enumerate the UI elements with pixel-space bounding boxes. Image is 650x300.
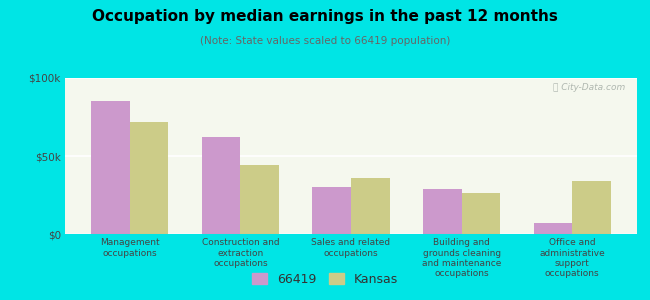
Bar	[91, 101, 130, 234]
Bar	[312, 187, 351, 234]
Bar	[202, 137, 240, 234]
Bar	[534, 223, 572, 234]
Legend: 66419, Kansas: 66419, Kansas	[247, 268, 403, 291]
Bar	[423, 189, 462, 234]
Text: Ⓣ City-Data.com: Ⓣ City-Data.com	[553, 83, 625, 92]
Text: (Note: State values scaled to 66419 population): (Note: State values scaled to 66419 popu…	[200, 36, 450, 46]
Bar	[462, 194, 501, 234]
Bar	[572, 181, 611, 234]
Bar	[351, 178, 390, 234]
Text: Occupation by median earnings in the past 12 months: Occupation by median earnings in the pas…	[92, 9, 558, 24]
Bar	[130, 122, 168, 234]
Bar	[240, 165, 279, 234]
